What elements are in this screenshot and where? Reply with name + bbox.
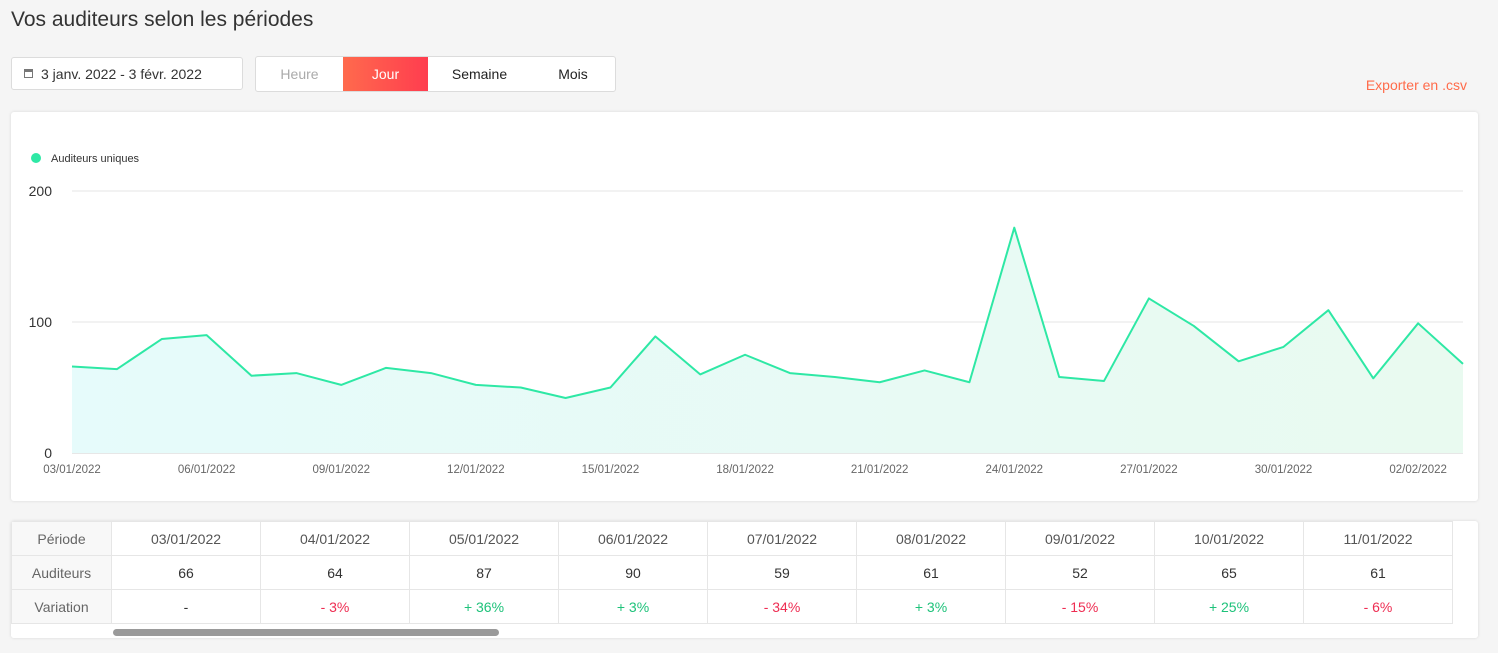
data-point bbox=[294, 371, 298, 375]
export-csv-link[interactable]: Exporter en .csv bbox=[1365, 77, 1467, 93]
y-tick-label: 100 bbox=[29, 314, 53, 330]
row-header-period: Période bbox=[11, 521, 112, 556]
y-tick-label: 200 bbox=[29, 183, 53, 199]
data-point bbox=[698, 372, 702, 376]
data-point bbox=[743, 353, 747, 357]
period-day-button[interactable]: Jour bbox=[343, 57, 428, 91]
data-point bbox=[608, 386, 612, 390]
horizontal-scrollbar[interactable] bbox=[11, 626, 1478, 638]
table-row-listeners: Auditeurs 66 64 87 90 59 61 52 65 61 bbox=[11, 555, 1453, 590]
x-tick-label: 02/02/2022 bbox=[1389, 464, 1447, 476]
data-point bbox=[1416, 321, 1420, 325]
table-cell-variation: - bbox=[111, 589, 261, 624]
x-tick-label: 03/01/2022 bbox=[43, 464, 101, 476]
page-title: Vos auditeurs selon les périodes bbox=[11, 8, 314, 31]
table-cell-period: 05/01/2022 bbox=[409, 521, 559, 556]
scrollbar-thumb[interactable] bbox=[113, 629, 499, 636]
period-month-button[interactable]: Mois bbox=[558, 66, 588, 82]
table-cell-variation: - 15% bbox=[1005, 589, 1155, 624]
date-range-label: 3 janv. 2022 - 3 févr. 2022 bbox=[41, 65, 202, 82]
chart-card: Auditeurs uniques 0 100 200 03/01/2022 06/01/… bbox=[11, 112, 1478, 501]
data-point bbox=[115, 367, 119, 371]
x-tick-label: 09/01/2022 bbox=[312, 464, 370, 476]
data-point bbox=[923, 368, 927, 372]
data-point bbox=[1282, 345, 1286, 349]
table-cell-listeners: 59 bbox=[707, 555, 857, 590]
legend-marker bbox=[31, 153, 41, 163]
table-cell-variation: + 3% bbox=[856, 589, 1006, 624]
table-cell-listeners: 61 bbox=[1303, 555, 1453, 590]
data-point bbox=[967, 380, 971, 384]
x-tick-label: 24/01/2022 bbox=[986, 464, 1044, 476]
x-tick-label: 06/01/2022 bbox=[178, 464, 236, 476]
table-cell-period: 06/01/2022 bbox=[558, 521, 708, 556]
data-point bbox=[519, 386, 523, 390]
table-cell-listeners: 87 bbox=[409, 555, 559, 590]
data-point bbox=[70, 365, 74, 369]
table-cell-variation: + 3% bbox=[558, 589, 708, 624]
data-point bbox=[878, 380, 882, 384]
table-cell-variation: + 36% bbox=[409, 589, 559, 624]
table-cell-listeners: 64 bbox=[260, 555, 410, 590]
x-tick-label: 18/01/2022 bbox=[716, 464, 774, 476]
table-cell-variation: + 25% bbox=[1154, 589, 1304, 624]
data-point bbox=[1057, 375, 1061, 379]
data-point bbox=[474, 383, 478, 387]
data-point bbox=[1102, 379, 1106, 383]
table-cell-variation: - 3% bbox=[260, 589, 410, 624]
table-cell-listeners: 65 bbox=[1154, 555, 1304, 590]
y-tick-label: 0 bbox=[44, 445, 52, 461]
table-cell-variation: - 6% bbox=[1303, 589, 1453, 624]
data-point bbox=[1012, 226, 1016, 230]
data-point bbox=[833, 375, 837, 379]
table-cell-listeners: 90 bbox=[558, 555, 708, 590]
period-hour-button[interactable]: Heure bbox=[280, 66, 319, 82]
table-row-period: Période 03/01/2022 04/01/2022 05/01/2022 06… bbox=[11, 521, 1453, 556]
data-point bbox=[1237, 359, 1241, 363]
table-cell-listeners: 61 bbox=[856, 555, 1006, 590]
data-point bbox=[1326, 308, 1330, 312]
row-header-listeners: Auditeurs bbox=[11, 555, 112, 590]
data-point bbox=[1147, 296, 1151, 300]
data-point bbox=[788, 371, 792, 375]
row-header-variation: Variation bbox=[11, 589, 112, 624]
data-point bbox=[1192, 324, 1196, 328]
period-week-button[interactable]: Semaine bbox=[451, 66, 508, 82]
table-cell-period: 03/01/2022 bbox=[111, 521, 261, 556]
data-point bbox=[384, 366, 388, 370]
x-tick-label: 27/01/2022 bbox=[1120, 464, 1178, 476]
x-tick-label: 12/01/2022 bbox=[447, 464, 505, 476]
table-cell-variation: - 34% bbox=[707, 589, 857, 624]
series-area bbox=[72, 227, 1463, 453]
listeners-chart: Auditeurs uniques 0 100 200 03/01/2022 06/01/… bbox=[29, 153, 1465, 476]
calendar-icon bbox=[24, 69, 33, 78]
x-tick-label: 30/01/2022 bbox=[1255, 464, 1313, 476]
period-selector: Heure Jour Semaine Mois bbox=[255, 56, 616, 92]
data-point bbox=[339, 383, 343, 387]
table-cell-period: 04/01/2022 bbox=[260, 521, 410, 556]
data-point bbox=[160, 337, 164, 341]
table-cell-period: 07/01/2022 bbox=[707, 521, 857, 556]
table-row-variation: Variation -- 3% + 36% + 3% - 34% + 3% - 15% + … bbox=[11, 589, 1453, 624]
table-cell-period: 10/01/2022 bbox=[1154, 521, 1304, 556]
data-point bbox=[1461, 362, 1465, 366]
data-point bbox=[205, 333, 209, 337]
date-range-picker[interactable]: 3 janv. 2022 - 3 févr. 2022 bbox=[11, 57, 243, 90]
legend-label: Auditeurs uniques bbox=[51, 153, 140, 165]
table-cell-period: 09/01/2022 bbox=[1005, 521, 1155, 556]
table-cell-period: 08/01/2022 bbox=[856, 521, 1006, 556]
table-cell-listeners: 52 bbox=[1005, 555, 1155, 590]
x-tick-label: 15/01/2022 bbox=[582, 464, 640, 476]
data-point bbox=[1371, 376, 1375, 380]
series-line bbox=[71, 226, 1464, 399]
table-cell-period: 11/01/2022 bbox=[1303, 521, 1453, 556]
data-point bbox=[653, 334, 657, 338]
data-point bbox=[429, 371, 433, 375]
data-point bbox=[249, 374, 253, 378]
period-table: Période 03/01/2022 04/01/2022 05/01/2022 06… bbox=[11, 521, 1478, 638]
table-cell-listeners: 66 bbox=[111, 555, 261, 590]
data-point bbox=[564, 396, 568, 400]
x-tick-label: 21/01/2022 bbox=[851, 464, 909, 476]
